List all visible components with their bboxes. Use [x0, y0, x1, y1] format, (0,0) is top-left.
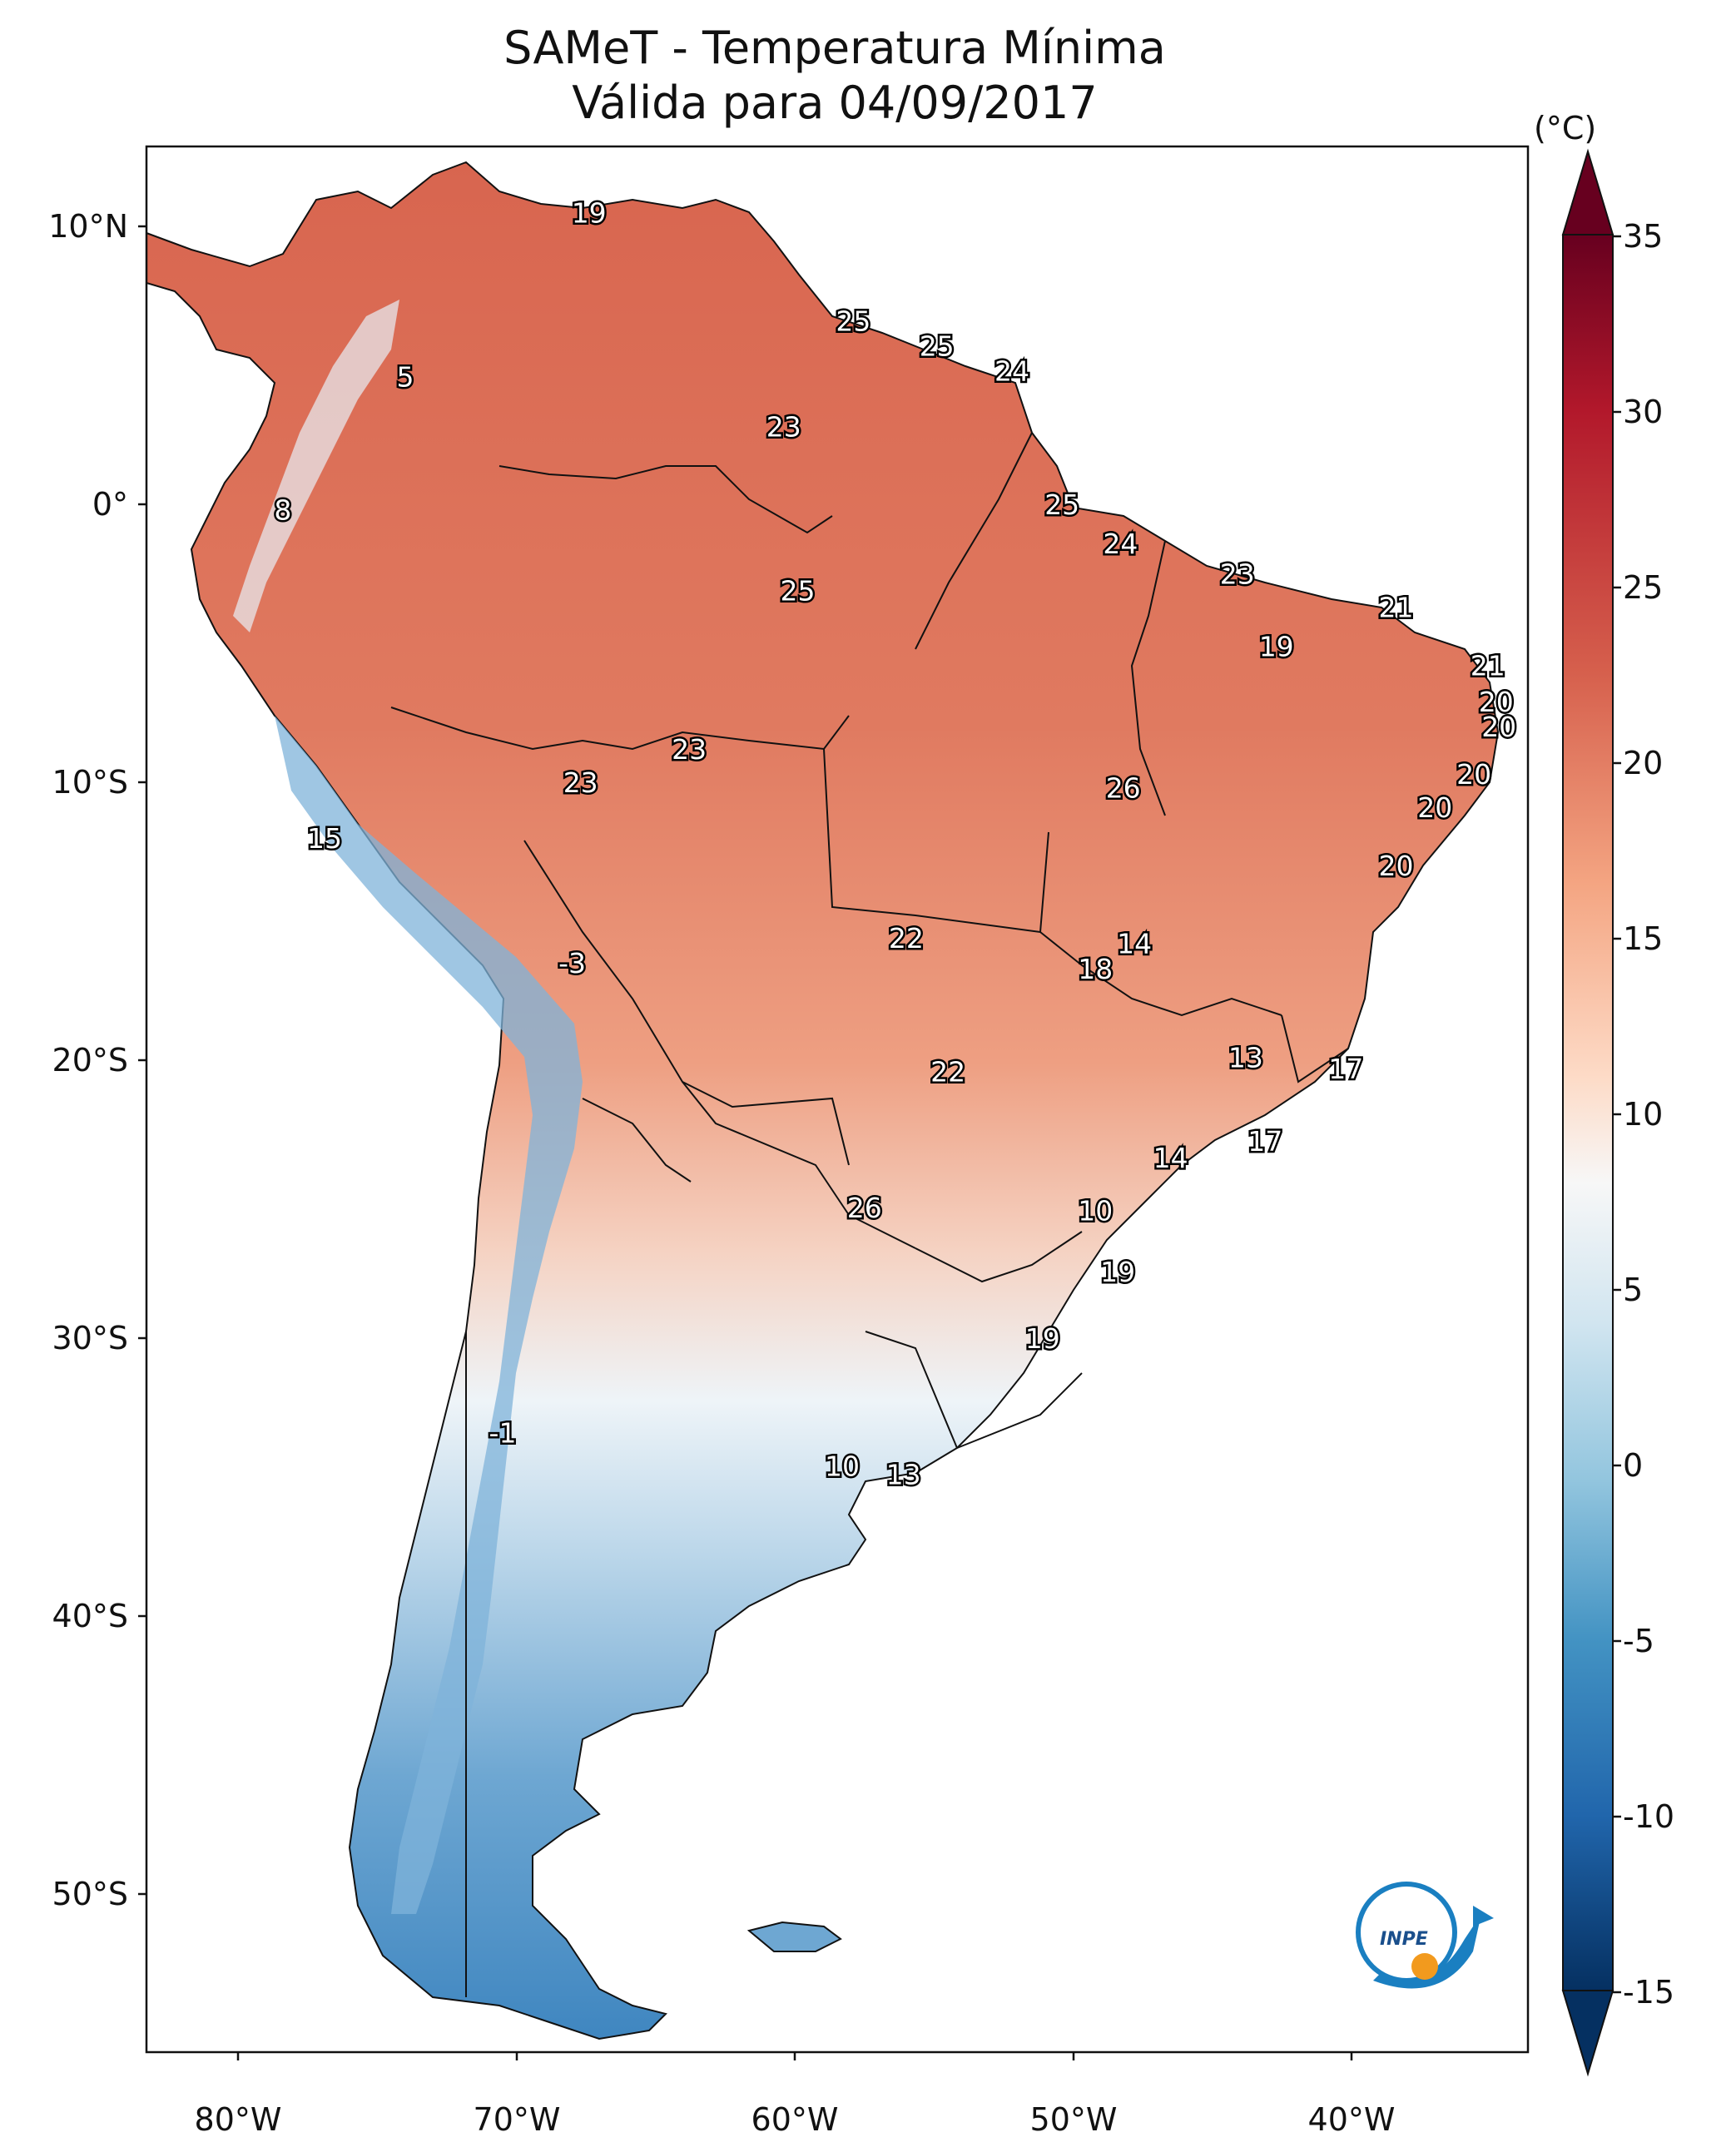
colorbar-tick-label: -15 — [1623, 1974, 1675, 2011]
colorbar-tick-label: 20 — [1623, 745, 1664, 781]
station-temperature-label: 20 — [1417, 791, 1452, 824]
station-temperature-label: 10 — [1078, 1194, 1113, 1227]
station-temperature-label: 13 — [886, 1459, 921, 1491]
colorbar-tick-label: 35 — [1623, 218, 1664, 255]
station-temperature-label: 25 — [920, 330, 955, 363]
station-temperature-label: 23 — [766, 411, 801, 444]
colorbar-tick-label: 30 — [1623, 394, 1664, 430]
station-temperature-label: 23 — [563, 766, 598, 799]
lat-label: 20°S — [52, 1042, 128, 1078]
station-temperature-label: 26 — [847, 1192, 882, 1224]
lat-label: 50°S — [52, 1876, 128, 1912]
andes-cold-band — [275, 716, 583, 1914]
falkland-islands — [746, 1921, 842, 1952]
lon-label: 50°W — [1029, 2101, 1118, 2138]
station-temperature-label: 20 — [1379, 850, 1414, 882]
colorbar-unit: (°C) — [1534, 110, 1597, 146]
station-temperature-label: 20 — [1481, 711, 1516, 743]
station-temperature-label: 13 — [1228, 1042, 1263, 1074]
station-temperature-label: 25 — [836, 305, 870, 338]
inpe-logo-text: INPE — [1380, 1929, 1428, 1950]
station-temperature-label: 17 — [1247, 1125, 1282, 1158]
station-temperature-label: 24 — [1103, 528, 1138, 560]
colorbar-tick-label: 5 — [1623, 1272, 1644, 1308]
station-temperature-label: 25 — [1044, 488, 1079, 521]
station-temperature-label: 10 — [825, 1450, 860, 1483]
colorbar-tick-label: 25 — [1623, 569, 1664, 606]
lat-label: 0° — [92, 486, 128, 523]
station-temperature-label: 21 — [1471, 650, 1505, 682]
lon-label: 40°W — [1307, 2101, 1396, 2138]
station-temperature-label: 19 — [572, 196, 607, 229]
station-temperature-label: 18 — [1078, 953, 1113, 985]
lon-label: 80°W — [194, 2101, 282, 2138]
map-frame — [145, 145, 1530, 2054]
map-subtitle: Válida para 04/09/2017 — [572, 77, 1098, 129]
lon-tick-marks — [236, 2052, 1353, 2060]
station-temperature-label: 24 — [994, 355, 1029, 388]
map-title: SAMeT - Temperatura Mínima — [503, 22, 1166, 74]
colorbar-tick-label: -10 — [1623, 1798, 1675, 1835]
lat-label: 30°S — [52, 1320, 128, 1356]
station-temperature-label: 23 — [1220, 558, 1255, 591]
station-temperature-label: 26 — [1106, 772, 1141, 805]
country-borders — [390, 432, 1349, 1997]
andes-north-band — [233, 300, 399, 632]
station-temperature-label: 20 — [1456, 758, 1491, 791]
colorbar-tick-label: 10 — [1623, 1096, 1664, 1133]
station-temperature-label: 25 — [781, 575, 816, 607]
lat-label: 40°S — [52, 1598, 128, 1634]
station-temperature-label: 14 — [1153, 1142, 1188, 1174]
lon-label: 70°W — [473, 2101, 561, 2138]
station-temperature-label: 15 — [307, 822, 342, 855]
station-temperature-label: 8 — [274, 494, 291, 527]
station-temperature-label: -3 — [558, 947, 586, 979]
station-temperature-label: 23 — [672, 733, 707, 766]
south-america-landmass — [146, 161, 1500, 2040]
station-temperature-label: 19 — [1100, 1256, 1135, 1288]
colorbar-tick-label: 0 — [1623, 1447, 1644, 1484]
colorbar-tick-label: -5 — [1623, 1623, 1654, 1659]
station-temperature-label: 21 — [1379, 592, 1414, 624]
station-temperature-label: 17 — [1328, 1053, 1363, 1085]
station-temperature-label: 20 — [1479, 686, 1514, 718]
station-temperature-label: -1 — [489, 1417, 517, 1450]
lat-label: 10°S — [52, 764, 128, 801]
lat-label: 10°N — [48, 208, 128, 245]
inpe-logo: INPE — [1356, 1882, 1494, 1989]
lon-label: 60°W — [751, 2101, 839, 2138]
colorbar-tick-label: 15 — [1623, 920, 1664, 957]
station-temperature-label: 22 — [889, 922, 924, 955]
station-temperature-label: 19 — [1259, 630, 1294, 662]
colorbar — [1561, 148, 1621, 2077]
station-temperature-label: 14 — [1117, 928, 1152, 960]
lat-tick-marks — [138, 225, 146, 1896]
station-temperature-label: 5 — [397, 360, 414, 393]
station-temperature-label: 19 — [1025, 1322, 1060, 1355]
station-temperature-label: 22 — [930, 1055, 965, 1088]
